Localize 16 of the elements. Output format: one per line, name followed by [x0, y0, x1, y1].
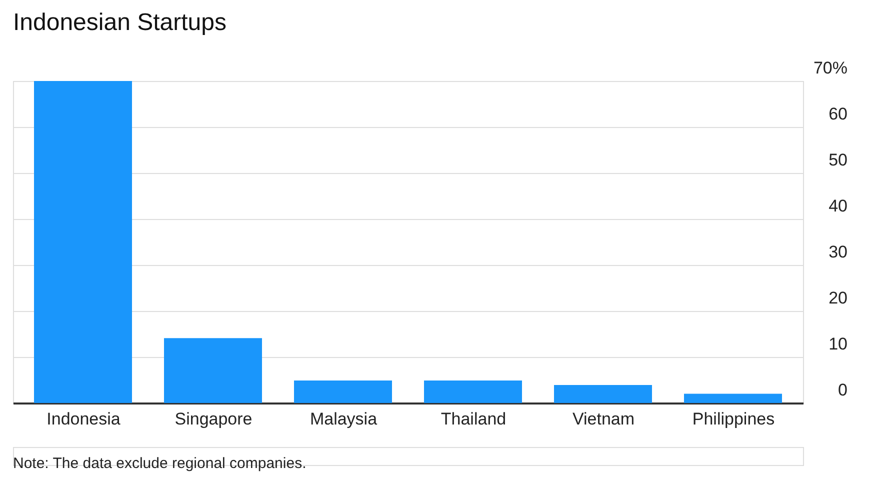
x-tick-label: Vietnam — [572, 410, 635, 428]
y-tick-label: 50 — [828, 150, 848, 170]
y-tick-label: 0 — [838, 380, 848, 400]
y-tick-label: 40 — [828, 196, 848, 216]
x-tick-label: Malaysia — [310, 410, 378, 428]
x-tick-label: Indonesia — [46, 410, 121, 428]
y-tick-label: 20 — [828, 288, 848, 308]
text: Note: The data exclude regional companies. — [13, 455, 306, 472]
x-tick-label: Philippines — [692, 410, 775, 428]
x-tick-label: Singapore — [174, 410, 252, 428]
y-tick-label: 70% — [813, 58, 848, 78]
x-tick-label: Thailand — [440, 410, 506, 428]
chart-title: Indonesian Startups — [13, 9, 226, 36]
y-tick-label: 10 — [828, 334, 848, 354]
y-tick-label: 60 — [828, 104, 848, 124]
y-tick-label: 30 — [828, 242, 848, 262]
